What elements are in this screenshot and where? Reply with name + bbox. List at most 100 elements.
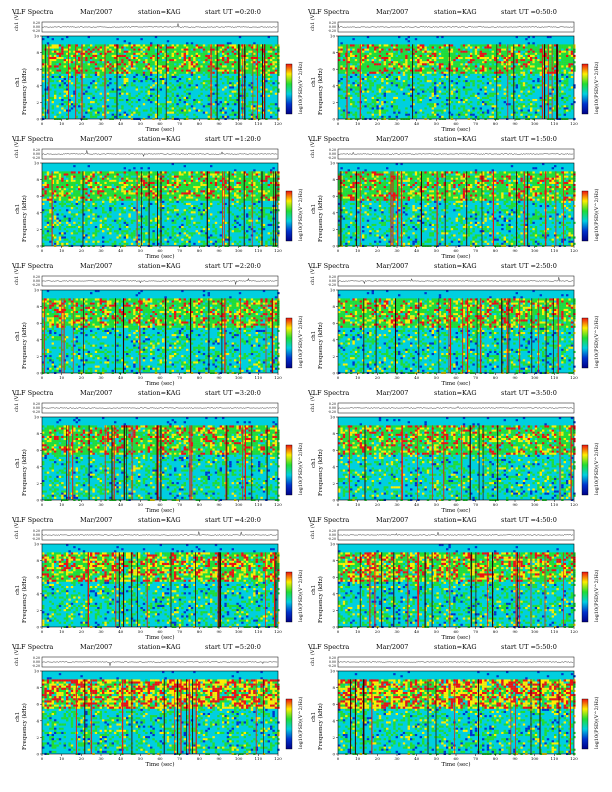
- spectrogram-cells: [42, 290, 280, 374]
- y-tick-label: 0: [36, 625, 39, 630]
- waveform-tick-label: 0.20: [329, 148, 336, 152]
- header-date: Mar/2007: [80, 516, 112, 524]
- header-station: station=KAG: [138, 262, 181, 270]
- x-tick-label: 0: [337, 121, 340, 126]
- waveform-axis-label: ch1 (V): [13, 648, 20, 666]
- waveform-trace: [41, 277, 278, 285]
- header-title: VLF Spectra: [307, 389, 349, 397]
- colorbar: [581, 63, 589, 115]
- y-tick-label: 10: [34, 161, 40, 166]
- y-axis-channel-label: ch1: [311, 77, 317, 87]
- x-tick-label: 90: [216, 629, 222, 634]
- x-tick-label: 100: [235, 121, 243, 126]
- waveform-axis-label: ch1 (V): [13, 521, 20, 539]
- header-station: station=KAG: [138, 135, 181, 143]
- waveform-tick-label: 0.20: [33, 402, 40, 406]
- x-tick-label: 30: [394, 629, 400, 634]
- x-tick-label: 40: [118, 248, 124, 253]
- x-tick-label: 100: [531, 502, 539, 507]
- x-tick-label: 20: [79, 502, 85, 507]
- x-tick-label: 40: [414, 629, 420, 634]
- x-tick-label: 0: [41, 629, 44, 634]
- x-tick-label: 50: [434, 629, 440, 634]
- x-tick-label: 100: [531, 375, 539, 380]
- header-start-time: start UT =4:50:0: [501, 516, 557, 524]
- x-tick-label: 60: [157, 629, 163, 634]
- spectrogram-cells: [42, 163, 280, 247]
- colorbar: [581, 317, 589, 369]
- y-tick-label: 2: [332, 735, 335, 740]
- header-title: VLF Spectra: [307, 643, 349, 651]
- x-tick-label: 70: [473, 756, 479, 761]
- header-station: station=KAG: [434, 389, 477, 397]
- x-tick-label: 30: [394, 248, 400, 253]
- y-tick-label: 0: [36, 371, 39, 376]
- x-tick-label: 30: [98, 121, 104, 126]
- y-tick-label: 8: [332, 431, 335, 436]
- y-tick-label: 4: [332, 83, 335, 88]
- colorbar: [581, 444, 589, 496]
- x-tick-label: 40: [414, 248, 420, 253]
- panel-svg: VLF Spectra Mar/2007 station=KAG start UT =…: [307, 135, 600, 260]
- waveform-trace: [41, 150, 278, 158]
- y-tick-label: 4: [332, 718, 335, 723]
- x-tick-label: 110: [551, 121, 559, 126]
- x-tick-label: 20: [79, 121, 85, 126]
- x-tick-label: 80: [197, 756, 203, 761]
- x-tick-label: 110: [551, 248, 559, 253]
- waveform-trace: [42, 23, 278, 29]
- y-tick-label: 6: [332, 575, 335, 580]
- panel-svg: VLF Spectra Mar/2007 station=KAG start UT =…: [11, 8, 304, 133]
- x-tick-label: 70: [473, 629, 479, 634]
- y-axis-channel-label: ch1: [15, 458, 21, 468]
- x-tick-label: 40: [118, 629, 124, 634]
- waveform-axis-label: ch1 (V): [309, 394, 316, 412]
- waveform-tick-label: 0.00: [33, 279, 40, 283]
- x-tick-label: 40: [414, 502, 420, 507]
- x-tick-label: 10: [355, 756, 361, 761]
- waveform-tick-label: 0.00: [33, 25, 40, 29]
- x-tick-label: 10: [59, 756, 65, 761]
- waveform-axis-label: ch1 (V): [13, 394, 20, 412]
- y-tick-label: 2: [36, 100, 39, 105]
- waveform-tick-label: 0.00: [33, 406, 40, 410]
- waveform-frame: [41, 656, 279, 668]
- y-tick-label: 4: [332, 591, 335, 596]
- waveform-tick-label: -0.20: [32, 156, 40, 160]
- waveform-trace: [41, 531, 278, 536]
- y-tick-label: 4: [36, 718, 39, 723]
- x-tick-label: 110: [255, 629, 263, 634]
- waveform-axis-label: ch1 (V): [13, 13, 20, 31]
- x-tick-label: 120: [570, 502, 578, 507]
- header-station: station=KAG: [434, 8, 477, 16]
- x-tick-label: 110: [255, 502, 263, 507]
- x-axis-label: Time (sec): [441, 507, 470, 514]
- waveform-tick-label: 0.20: [33, 21, 40, 25]
- header-station: station=KAG: [138, 516, 181, 524]
- x-tick-label: 120: [274, 121, 282, 126]
- y-axis-label: Frequency (kHz): [21, 195, 28, 242]
- y-tick-label: 8: [332, 304, 335, 309]
- waveform-tick-label: 0.00: [329, 279, 336, 283]
- spectrogram-panel: VLF Spectra Mar/2007 station=KAG start UT =…: [10, 514, 310, 641]
- x-axis-label: Time (sec): [145, 634, 174, 641]
- x-axis-label: Time (sec): [145, 253, 174, 260]
- y-tick-label: 10: [330, 161, 336, 166]
- y-tick-label: 6: [332, 321, 335, 326]
- x-tick-label: 10: [355, 248, 361, 253]
- y-tick-label: 8: [36, 431, 39, 436]
- header-title: VLF Spectra: [307, 135, 349, 143]
- header-title: VLF Spectra: [11, 389, 53, 397]
- x-tick-label: 110: [255, 248, 263, 253]
- y-tick-label: 0: [36, 752, 39, 757]
- header-date: Mar/2007: [376, 516, 408, 524]
- x-axis-label: Time (sec): [441, 380, 470, 387]
- spectrogram-cells: [338, 671, 576, 755]
- y-tick-label: 6: [332, 67, 335, 72]
- y-tick-label: 10: [34, 34, 40, 39]
- spectrogram-panel: VLF Spectra Mar/2007 station=KAG start UT =…: [10, 133, 310, 260]
- x-axis-label: Time (sec): [441, 253, 470, 260]
- x-tick-label: 60: [157, 248, 163, 253]
- x-tick-label: 20: [375, 248, 381, 253]
- waveform-axis-label: ch1 (V): [13, 140, 20, 158]
